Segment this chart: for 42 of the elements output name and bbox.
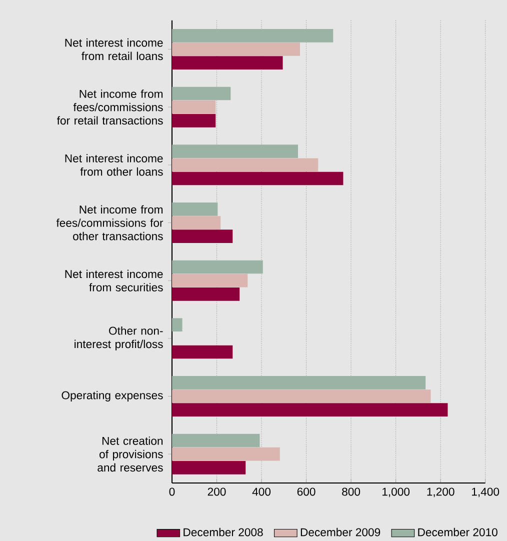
bar — [172, 114, 216, 128]
x-tick-label: 1,400 — [472, 488, 500, 498]
y-tick-label: Other non-interest profit/loss — [74, 326, 163, 350]
bar — [172, 216, 221, 230]
bar — [172, 144, 298, 158]
y-tick-label: Net interest income from retail loans — [65, 38, 163, 60]
bar — [172, 318, 182, 332]
legend-label: December 2009 — [300, 528, 380, 536]
bar — [172, 447, 280, 461]
bar — [172, 100, 216, 114]
y-tick-label: Net income from fees/commissions for other transactions — [56, 205, 164, 240]
x-tick-label: 1,200 — [427, 488, 454, 498]
x-tick-label: 600 — [297, 488, 316, 496]
bar — [172, 345, 233, 359]
bar — [172, 42, 300, 56]
bar — [172, 28, 334, 42]
bar — [172, 172, 344, 186]
y-tick-label: Operating expenses — [62, 390, 163, 402]
bar — [172, 202, 218, 216]
y-tick-label: Net interest income from other loans — [65, 154, 163, 176]
bar — [172, 376, 426, 390]
bar — [172, 260, 263, 274]
y-tick-label: Net income from fees/commissions for retail transactions — [57, 90, 163, 125]
x-tick-label: 0 — [169, 488, 175, 496]
bar — [172, 461, 246, 474]
bar — [172, 274, 248, 288]
y-tick-label: Net interest income from securities — [65, 270, 163, 292]
x-tick-label: 1,000 — [382, 488, 410, 498]
x-tick-label: 400 — [252, 488, 271, 496]
bar — [172, 158, 318, 172]
legend-label: December 2010 — [418, 528, 498, 536]
bar — [172, 434, 260, 448]
legend-label: December 2008 — [184, 528, 263, 536]
bar — [172, 403, 448, 417]
bar — [172, 86, 231, 100]
x-tick-label: 200 — [208, 488, 226, 496]
bar — [172, 56, 283, 70]
bar — [172, 230, 233, 244]
x-tick-label: 800 — [342, 488, 360, 496]
bar — [172, 390, 431, 403]
bar — [172, 288, 240, 301]
y-tick-label: Net creation of provisions and reserves — [98, 436, 163, 472]
